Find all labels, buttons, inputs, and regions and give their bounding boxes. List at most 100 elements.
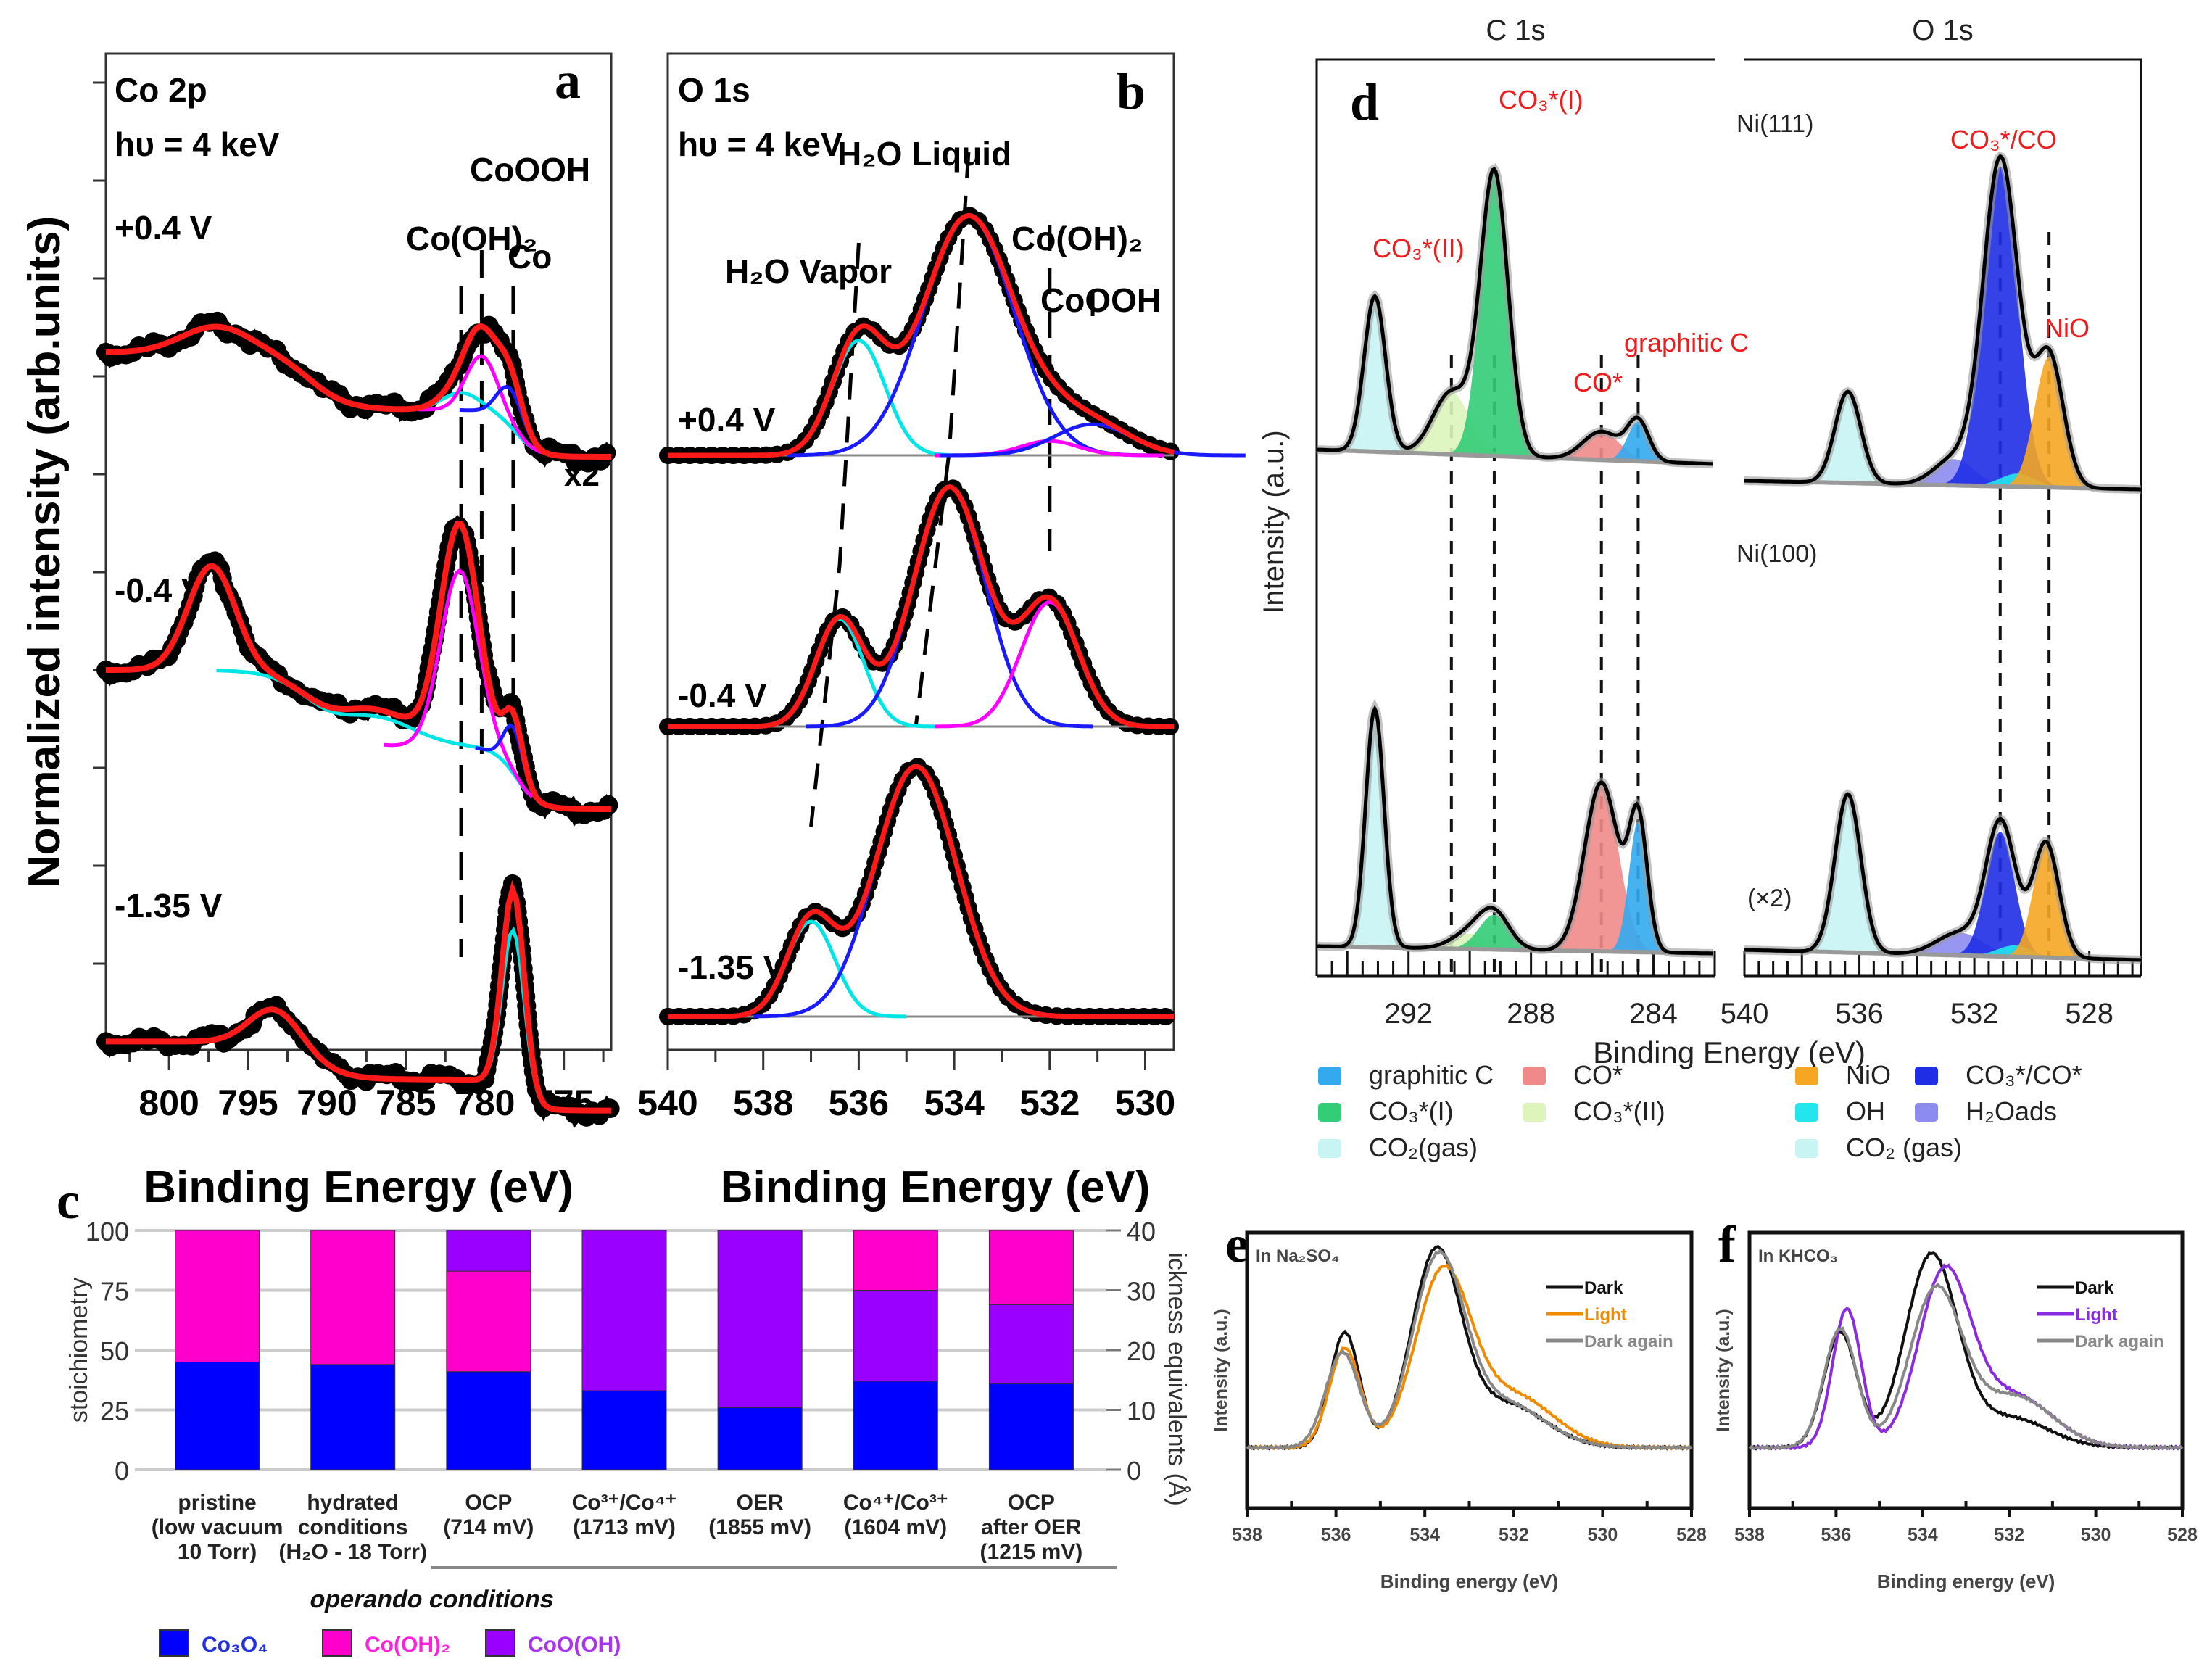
x-tick-label: 540	[1721, 998, 1769, 1030]
bar-segment	[310, 1230, 396, 1365]
panel-c-stoichiometry-bar-chart: c 0 25 50 75 100 0 10 20 30 40 stoichiometry ickness…	[57, 1172, 1191, 1657]
envelope-line	[1316, 167, 1714, 466]
x-tick-label: 292	[1384, 998, 1433, 1030]
group-label: operando conditions	[307, 1586, 557, 1613]
annotation-cooh: CoOOH	[1040, 281, 1161, 319]
peak-label-graphitic-c: graphitic C	[1624, 328, 1749, 357]
category-label: OER	[737, 1491, 784, 1515]
bar-segment	[175, 1362, 260, 1470]
x-tick-label: 288	[1507, 998, 1555, 1030]
electrolyte-label: In KHCO₃	[1758, 1246, 1838, 1266]
x-tick-label: 530	[1115, 1083, 1175, 1123]
x-tick-label: 795	[218, 1083, 278, 1123]
bar-segment	[310, 1364, 396, 1470]
legend-o1s-swatch	[1915, 1103, 1938, 1122]
x-axis-title: Binding Energy (eV)	[144, 1162, 573, 1212]
x-tick-label: 538	[1232, 1525, 1262, 1545]
legend-c1s-swatch	[1523, 1103, 1546, 1122]
peak-label-co3-co: CO₃*/CO	[1950, 125, 2057, 154]
x-tick-label: 800	[138, 1083, 199, 1123]
legend-c1s-swatch	[1318, 1103, 1341, 1122]
legend-c1s-label: CO₃*(I)	[1369, 1096, 1454, 1126]
potential-label: -0.4 V	[678, 676, 767, 714]
legend-o1s-swatch	[1795, 1067, 1818, 1085]
background-line	[1317, 944, 1714, 956]
potential-label: +0.4 V	[115, 209, 212, 247]
panel-letter: b	[1117, 62, 1146, 120]
fit-envelope-line	[105, 323, 611, 460]
spectrum-ni100-o1s	[1744, 789, 2142, 964]
panel-letter: a	[555, 51, 581, 109]
x-axis-title: Binding energy (eV)	[1380, 1571, 1559, 1592]
annotation-co: Co	[508, 238, 552, 276]
electrolyte-label: In Na₂SO₄	[1256, 1246, 1339, 1266]
background-line	[1316, 447, 1714, 466]
fit-envelope-line	[668, 484, 1174, 729]
potential-label: -1.35 V	[678, 948, 786, 986]
component-co	[1533, 782, 1669, 953]
bar-segment	[175, 1230, 260, 1362]
fit-envelope-line	[668, 212, 1175, 458]
y-right-tick-label: 10	[1127, 1396, 1156, 1426]
y-right-tick-label: 30	[1127, 1277, 1156, 1307]
experimental-data-points	[96, 514, 621, 826]
panel-letter: e	[1225, 1215, 1249, 1273]
series-line-light	[1246, 1263, 1693, 1451]
envelope-line	[1317, 705, 1714, 956]
fit-envelope-line	[106, 521, 611, 812]
bar-segment	[446, 1270, 531, 1373]
spectrum-ni111-c1s	[1316, 163, 1714, 468]
legend-o1s-swatch	[1795, 1103, 1818, 1122]
x-tick-label: 790	[297, 1083, 357, 1123]
category-label: 10 Torr)	[178, 1540, 257, 1564]
legend-o1s-label: CO₂ (gas)	[1846, 1133, 1962, 1162]
surface-label-ni111: Ni(111)	[1736, 110, 1813, 138]
plot-frame	[1245, 1230, 1694, 1510]
component-fit-coooh	[940, 422, 1246, 458]
plot-frame	[1747, 1230, 2185, 1510]
category-label: Co⁴⁺/Co³⁺	[843, 1491, 948, 1515]
potential-label: -1.35 V	[115, 887, 223, 924]
category-label: (low vacuum	[152, 1515, 283, 1539]
legend-c1s-label: graphitic C	[1369, 1060, 1494, 1090]
annotation-h2o-liquid: H₂O Liquid	[837, 135, 1011, 173]
x-axis-title: Binding energy (eV)	[1877, 1571, 2055, 1592]
component-graphiticc	[1601, 821, 1676, 953]
x-tick-label: 536	[1321, 1525, 1351, 1545]
component-co3co	[1931, 166, 2069, 488]
category-label: hydrated	[307, 1491, 399, 1515]
legend-c1s-swatch	[1523, 1067, 1546, 1085]
component-fit-cooh2	[935, 600, 1164, 729]
y-axis-title: stoichiometry	[65, 1278, 93, 1423]
envelope-line	[1744, 792, 2142, 962]
legend-c1s-label: CO*	[1573, 1060, 1623, 1090]
y-axis-title: Normalized intensity (arb.units)	[20, 216, 70, 888]
fit-envelope-line	[106, 880, 611, 1114]
section-title-c1s: C 1s	[1486, 15, 1545, 46]
component-co3ii	[1378, 392, 1525, 458]
x-tick-label: 530	[2081, 1525, 2111, 1545]
legend-c1s-swatch	[1318, 1139, 1341, 1158]
legend-label: Dark	[2075, 1278, 2114, 1298]
legend-swatch	[322, 1629, 352, 1657]
legend-c1s-label: CO₂(gas)	[1369, 1133, 1478, 1162]
component-fit-coooh	[418, 354, 543, 455]
liquid-guide-line	[914, 152, 971, 726]
category-label: (H₂O - 18 Torr)	[278, 1540, 426, 1564]
x-tick-label: 536	[1835, 998, 1884, 1030]
x-tick-label: 532	[1499, 1525, 1529, 1545]
category-label: pristine	[178, 1491, 256, 1515]
spectrum-title: O 1s	[678, 71, 750, 109]
panel-d-ni-xps-spectra: C 1s O 1s 292 288 284 540 536 532 528 Binding Ene…	[1258, 15, 2142, 1162]
excitation-energy: hυ = 4 keV	[115, 125, 280, 163]
legend-label: Co(OH)₂	[365, 1633, 450, 1657]
potential-label: +0.4 V	[678, 401, 776, 439]
component-fit-h2oliquid	[753, 764, 1079, 1019]
bar-segment	[446, 1371, 531, 1470]
legend-label: CoO(OH)	[528, 1633, 621, 1657]
category-label: Co³⁺/Co⁴⁺	[572, 1491, 677, 1515]
surface-label-ni100: Ni(100)	[1736, 540, 1817, 568]
category-label: (1215 mV)	[980, 1540, 1083, 1564]
bar-segment	[853, 1290, 938, 1382]
